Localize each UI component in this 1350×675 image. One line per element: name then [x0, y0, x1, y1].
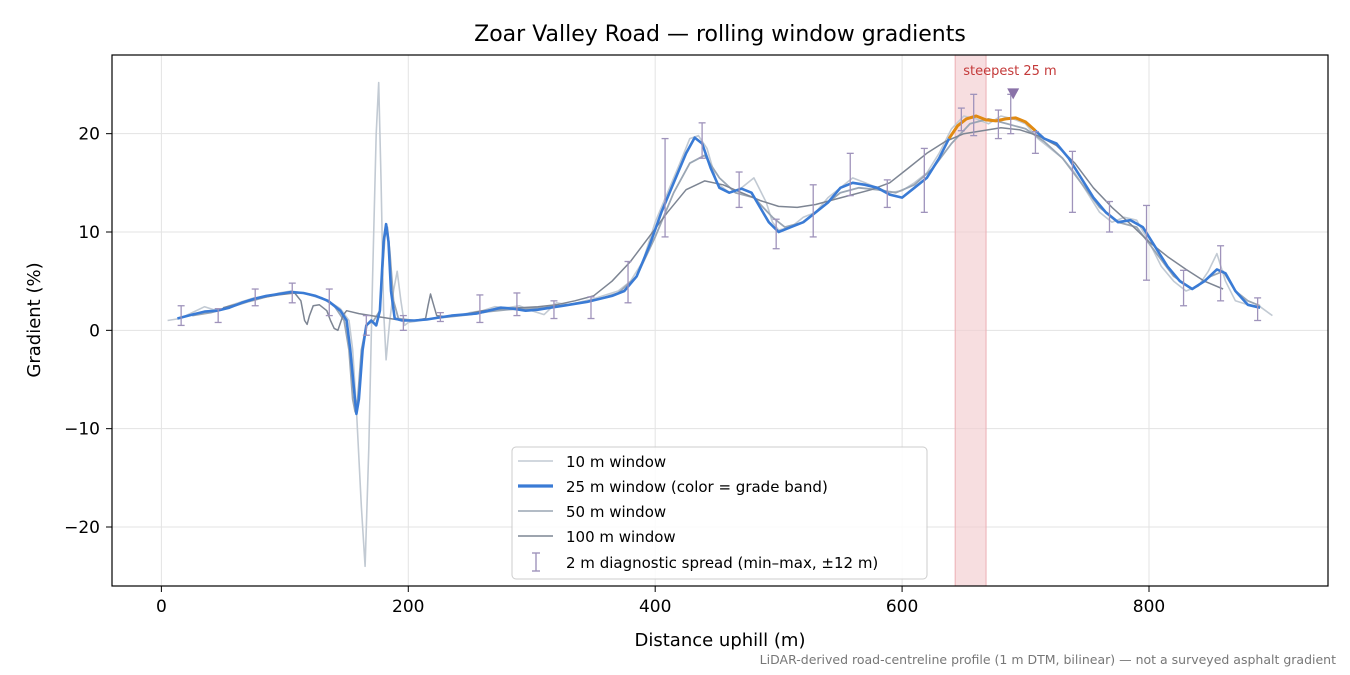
x-tick-label: 400: [639, 597, 671, 617]
error-bar: [661, 137, 669, 238]
x-axis-ticks: 0 200 400 600 800: [156, 586, 1165, 617]
x-axis-label: Distance uphill (m): [635, 630, 806, 651]
steepest-band-rect: [954, 55, 987, 586]
error-bar: [288, 282, 296, 304]
error-bar: [513, 292, 521, 317]
legend-label-100m: 100 m window: [566, 528, 676, 546]
legend: 10 m window 25 m window (color = grade b…: [511, 446, 928, 580]
steepest-marker-triangle: [1007, 88, 1020, 100]
legend-label-errorbar: 2 m diagnostic spread (min–max, ±12 m): [566, 554, 878, 572]
error-bar: [436, 311, 444, 323]
error-bar: [1007, 93, 1015, 135]
y-tick-label: −20: [64, 518, 100, 538]
error-bar: [214, 308, 222, 324]
error-bar: [550, 300, 558, 320]
error-bar: [920, 147, 928, 213]
error-bar: [1217, 245, 1225, 302]
legend-label-50m: 50 m window: [566, 503, 666, 521]
error-bar: [698, 122, 706, 159]
y-tick-label: 20: [78, 125, 100, 145]
error-bar: [624, 260, 632, 304]
error-bars: [177, 93, 1262, 336]
error-bar: [809, 184, 817, 238]
error-bar: [1031, 131, 1039, 154]
plot-frame: [111, 54, 1329, 587]
error-bar: [1068, 150, 1076, 213]
x-tick-label: 200: [392, 597, 424, 617]
error-bar: [970, 93, 978, 137]
x-tick-label: 800: [1133, 597, 1165, 617]
footnote: LiDAR-derived road-centreline profile (1…: [759, 652, 1336, 667]
steepest-marker: [1007, 88, 1020, 100]
error-bar: [1105, 200, 1113, 233]
legend-label-25m: 25 m window (color = grade band): [566, 478, 828, 496]
error-bar: [587, 296, 595, 320]
chart-title: Zoar Valley Road — rolling window gradie…: [474, 22, 966, 47]
error-bar: [325, 288, 333, 317]
series-lines: [167, 81, 1273, 568]
error-bar: [1180, 269, 1188, 307]
error-bar: [883, 179, 891, 209]
error-bar: [251, 288, 259, 307]
error-bar: [735, 171, 743, 209]
legend-label-10m: 10 m window: [566, 453, 666, 471]
legend-swatch-errorbar: [532, 552, 540, 572]
y-tick-label: 0: [89, 321, 100, 341]
error-bar: [362, 314, 370, 336]
series-100m-line: [222, 127, 1224, 332]
error-bar: [1254, 297, 1262, 322]
series-25m-line-tail: [1034, 129, 1261, 309]
error-bar: [1143, 204, 1151, 281]
error-bar: [772, 218, 780, 250]
error-bar: [399, 314, 407, 331]
y-axis-ticks: −20 −10 0 10 20: [64, 125, 112, 538]
series-25m-line: [177, 136, 951, 416]
error-bar: [177, 305, 185, 327]
error-bar: [957, 107, 965, 132]
steepest-band: [954, 55, 987, 586]
legend-frame: [511, 446, 928, 580]
y-axis-label: Gradient (%): [24, 262, 45, 377]
x-tick-label: 600: [886, 597, 918, 617]
x-tick-label: 0: [156, 597, 167, 617]
steepest-band-label: steepest 25 m: [963, 64, 1056, 79]
error-bar: [846, 152, 854, 197]
error-bar: [994, 109, 1002, 140]
y-tick-label: −10: [64, 420, 100, 440]
y-tick-label: 10: [78, 223, 100, 243]
error-bar: [476, 294, 484, 324]
